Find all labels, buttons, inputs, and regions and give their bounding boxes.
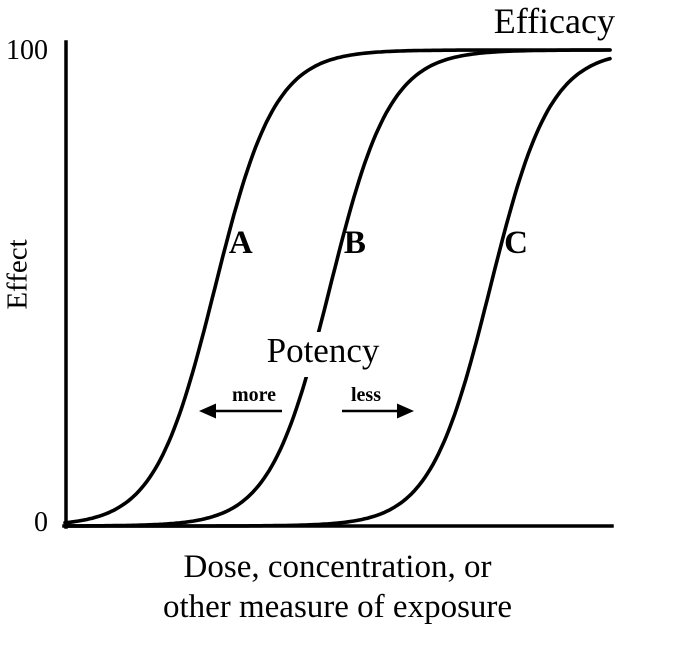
ytick-100: 100 [6, 35, 48, 66]
less-arrow-head [397, 403, 414, 419]
dose-response-curve-c [63, 56, 612, 528]
less-potency-arrow [342, 403, 414, 419]
dose-response-curve-a [63, 48, 612, 525]
dose-response-curve-b [63, 48, 612, 528]
curve-label-b: B [343, 225, 366, 262]
more-potency-label: more [222, 384, 286, 406]
more-potency-arrow [199, 403, 282, 419]
less-potency-label: less [338, 384, 394, 406]
x-axis-title: Dose, concentration, or other measure of… [65, 548, 610, 627]
efficacy-annotation: Efficacy [493, 1, 615, 41]
ytick-0: 0 [34, 507, 48, 538]
curve-label-a: A [228, 225, 253, 262]
x-axis-title-line1: Dose, concentration, or [183, 549, 492, 585]
x-axis-title-line2: other measure of exposure [162, 588, 513, 625]
curves-group [63, 48, 612, 528]
more-arrow-head [199, 403, 216, 419]
curve-label-c: C [504, 225, 528, 262]
y-axis-title: Effect [1, 239, 34, 310]
potency-annotation: Potency [250, 331, 396, 377]
